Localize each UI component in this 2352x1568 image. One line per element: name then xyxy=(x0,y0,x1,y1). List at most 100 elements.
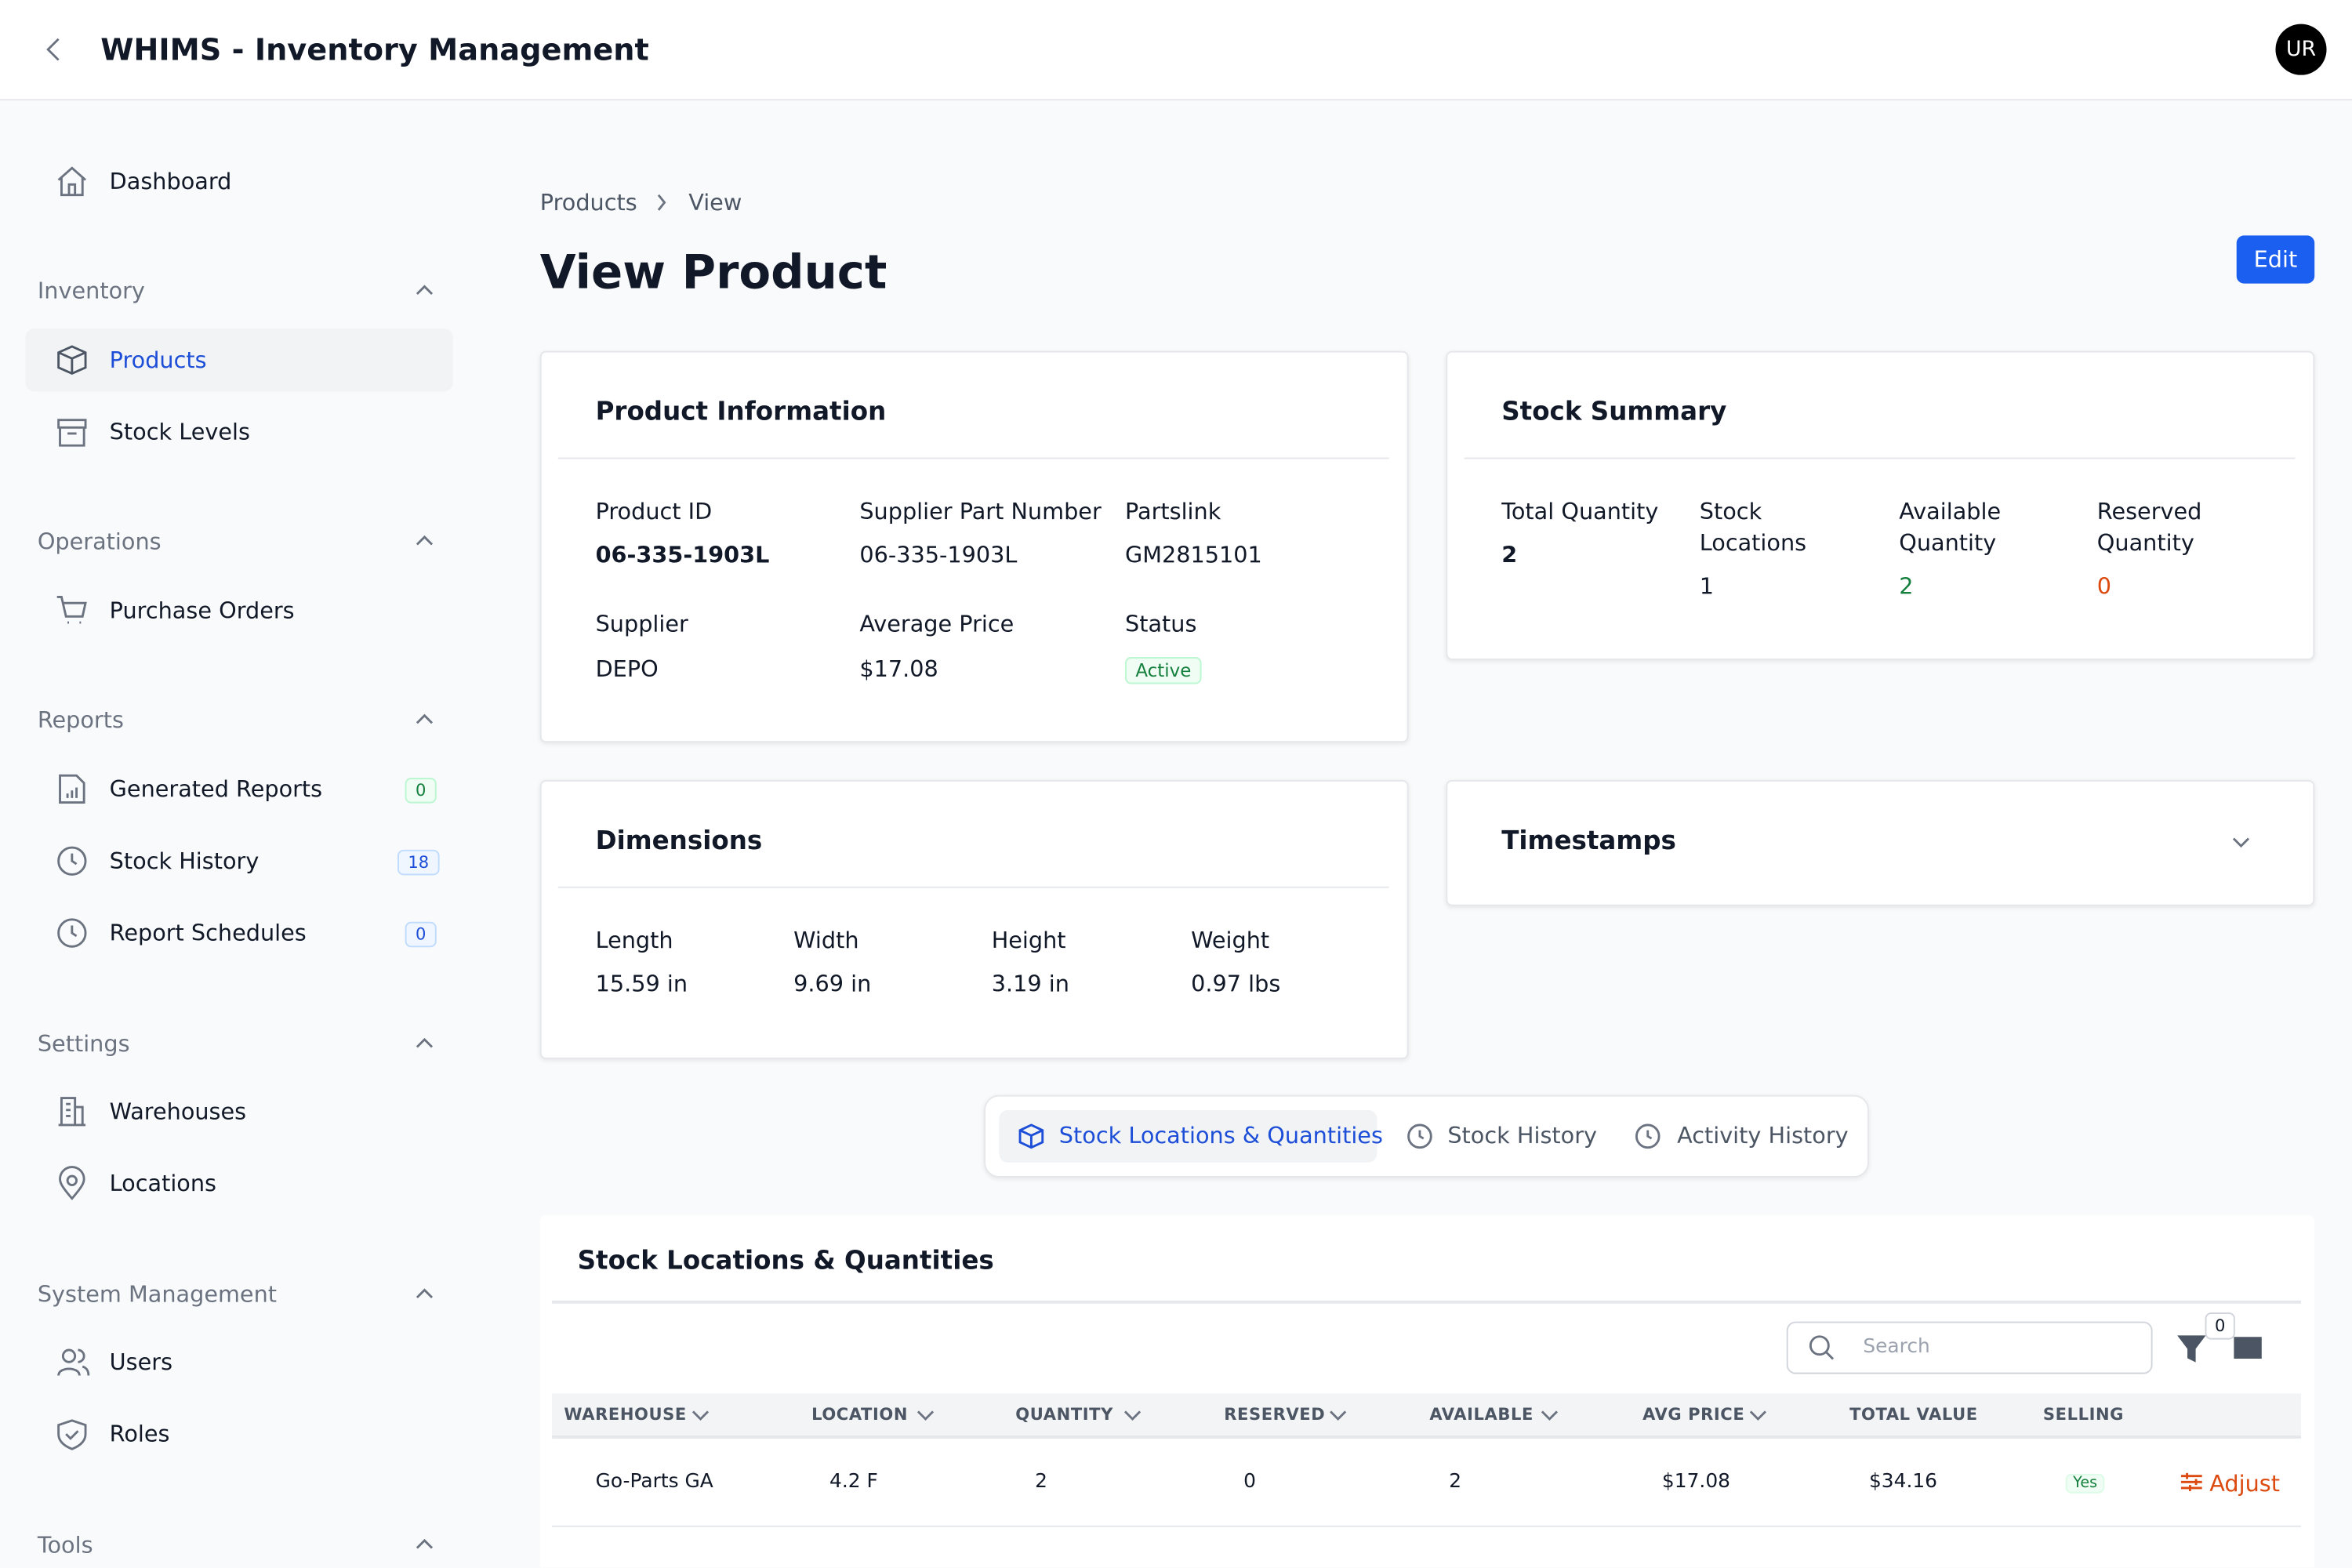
back-icon[interactable] xyxy=(42,38,67,62)
selling-badge: Yes xyxy=(2065,1473,2105,1494)
clock-icon xyxy=(57,918,87,948)
shape xyxy=(1635,1123,1661,1149)
shape xyxy=(2177,1335,2206,1363)
nav-item[interactable]: Warehouses xyxy=(109,1098,247,1125)
tab[interactable]: Activity History xyxy=(1677,1122,1849,1149)
search-placeholder[interactable]: Search xyxy=(1863,1335,1930,1359)
table-card xyxy=(539,1214,2315,1568)
nav-section[interactable]: Settings xyxy=(37,1030,130,1058)
breadcrumb-current: View xyxy=(688,189,742,216)
shape xyxy=(71,853,78,866)
shape xyxy=(416,1037,434,1048)
nav-item[interactable]: Users xyxy=(109,1348,173,1376)
nav-item[interactable]: Stock History xyxy=(109,848,260,875)
shape xyxy=(1825,1351,1835,1360)
clock-icon xyxy=(1635,1123,1661,1149)
field-value: 2 xyxy=(1501,541,1518,569)
status-badge: Active xyxy=(1124,657,1202,684)
shape xyxy=(416,1538,434,1549)
shape xyxy=(1418,1130,1425,1140)
breadcrumb-separator xyxy=(657,194,666,211)
column-header[interactable]: AVG PRICE xyxy=(1642,1404,1745,1425)
field-label: Length xyxy=(595,927,673,954)
nav-item[interactable]: Locations xyxy=(109,1170,217,1197)
shape xyxy=(416,535,434,546)
nav-item[interactable]: Stock Levels xyxy=(109,418,250,446)
column-header[interactable]: QUANTITY xyxy=(1015,1404,1113,1425)
page-title: View Product xyxy=(539,245,887,300)
nav-item[interactable]: Generated Reports xyxy=(109,775,323,803)
nav-section[interactable]: Tools xyxy=(37,1531,93,1559)
tab[interactable]: Stock Locations & Quantities xyxy=(1058,1122,1383,1149)
nav-item[interactable]: Roles xyxy=(109,1420,170,1448)
sort-icon xyxy=(691,1410,710,1421)
cell: $17.08 xyxy=(1661,1470,1730,1494)
shape xyxy=(416,1288,434,1299)
field-label: Status xyxy=(1124,610,1197,638)
nav-item[interactable]: Products xyxy=(109,346,207,374)
shape xyxy=(46,38,60,61)
field-value: GM2815101 xyxy=(1124,541,1262,569)
chevron-down[interactable] xyxy=(2232,837,2250,848)
app-title: WHIMS - Inventory Management xyxy=(100,31,649,68)
divider xyxy=(552,1300,2302,1304)
chevron-up xyxy=(416,285,434,296)
edit-button-label[interactable]: Edit xyxy=(2253,245,2298,274)
avatar[interactable] xyxy=(2275,24,2327,75)
sort-icon xyxy=(1330,1410,1347,1421)
nav-item[interactable]: Dashboard xyxy=(109,168,232,195)
nav-section[interactable]: Inventory xyxy=(37,277,145,305)
field-label: Width xyxy=(793,927,859,954)
collapsible-card[interactable] xyxy=(1446,779,2315,906)
shape xyxy=(1646,1130,1653,1140)
columns-icon[interactable] xyxy=(2234,1337,2262,1359)
filter-icon[interactable] xyxy=(2177,1335,2206,1363)
shape xyxy=(2180,1472,2202,1491)
card-title[interactable]: Timestamps xyxy=(1501,826,1676,857)
avatar-initials: UR xyxy=(2285,37,2317,62)
breadcrumb-link[interactable]: Products xyxy=(539,189,637,216)
edit-button[interactable] xyxy=(2236,235,2315,284)
shape xyxy=(1749,1410,1766,1421)
search-input[interactable] xyxy=(1786,1321,2153,1374)
field-label: Supplier xyxy=(595,610,688,638)
shape xyxy=(416,713,434,724)
nav-section[interactable]: System Management xyxy=(37,1280,278,1308)
field-label: Reserved Quantity xyxy=(2096,498,2202,557)
field-value: 06-335-1903L xyxy=(595,541,770,569)
card xyxy=(539,350,1409,743)
column-header[interactable]: RESERVED xyxy=(1224,1404,1326,1425)
shape xyxy=(57,1419,87,1450)
nav-section[interactable]: Operations xyxy=(37,528,162,555)
shape xyxy=(61,1348,77,1363)
box-icon xyxy=(57,345,87,375)
shape xyxy=(56,596,87,624)
column-header[interactable]: AVAILABLE xyxy=(1429,1404,1534,1425)
nav-item[interactable]: Report Schedules xyxy=(109,919,307,947)
nav-section[interactable]: Reports xyxy=(37,706,124,734)
field-label: Total Quantity xyxy=(1501,498,1659,525)
adjust-button[interactable]: Adjust xyxy=(2209,1470,2281,1497)
sort-icon xyxy=(1123,1410,1142,1421)
table-header xyxy=(552,1393,2302,1439)
shape xyxy=(59,1166,85,1200)
adjust-icon[interactable] xyxy=(2180,1472,2202,1491)
column-header[interactable]: WAREHOUSE xyxy=(564,1404,687,1425)
chevron-up xyxy=(416,713,434,724)
tab[interactable]: Stock History xyxy=(1447,1122,1598,1149)
chevron-up xyxy=(416,1288,434,1299)
shape xyxy=(691,1410,710,1421)
report-icon xyxy=(59,774,85,804)
field-label: Average Price xyxy=(859,610,1014,638)
cart-icon xyxy=(56,596,87,624)
shape xyxy=(1123,1410,1142,1421)
shape xyxy=(57,166,87,197)
shape xyxy=(57,1348,90,1376)
nav-item[interactable]: Purchase Orders xyxy=(109,597,295,624)
card-title: Dimensions xyxy=(595,826,763,857)
shape xyxy=(416,285,434,296)
card xyxy=(1446,350,2315,660)
column-header[interactable]: LOCATION xyxy=(811,1404,909,1425)
